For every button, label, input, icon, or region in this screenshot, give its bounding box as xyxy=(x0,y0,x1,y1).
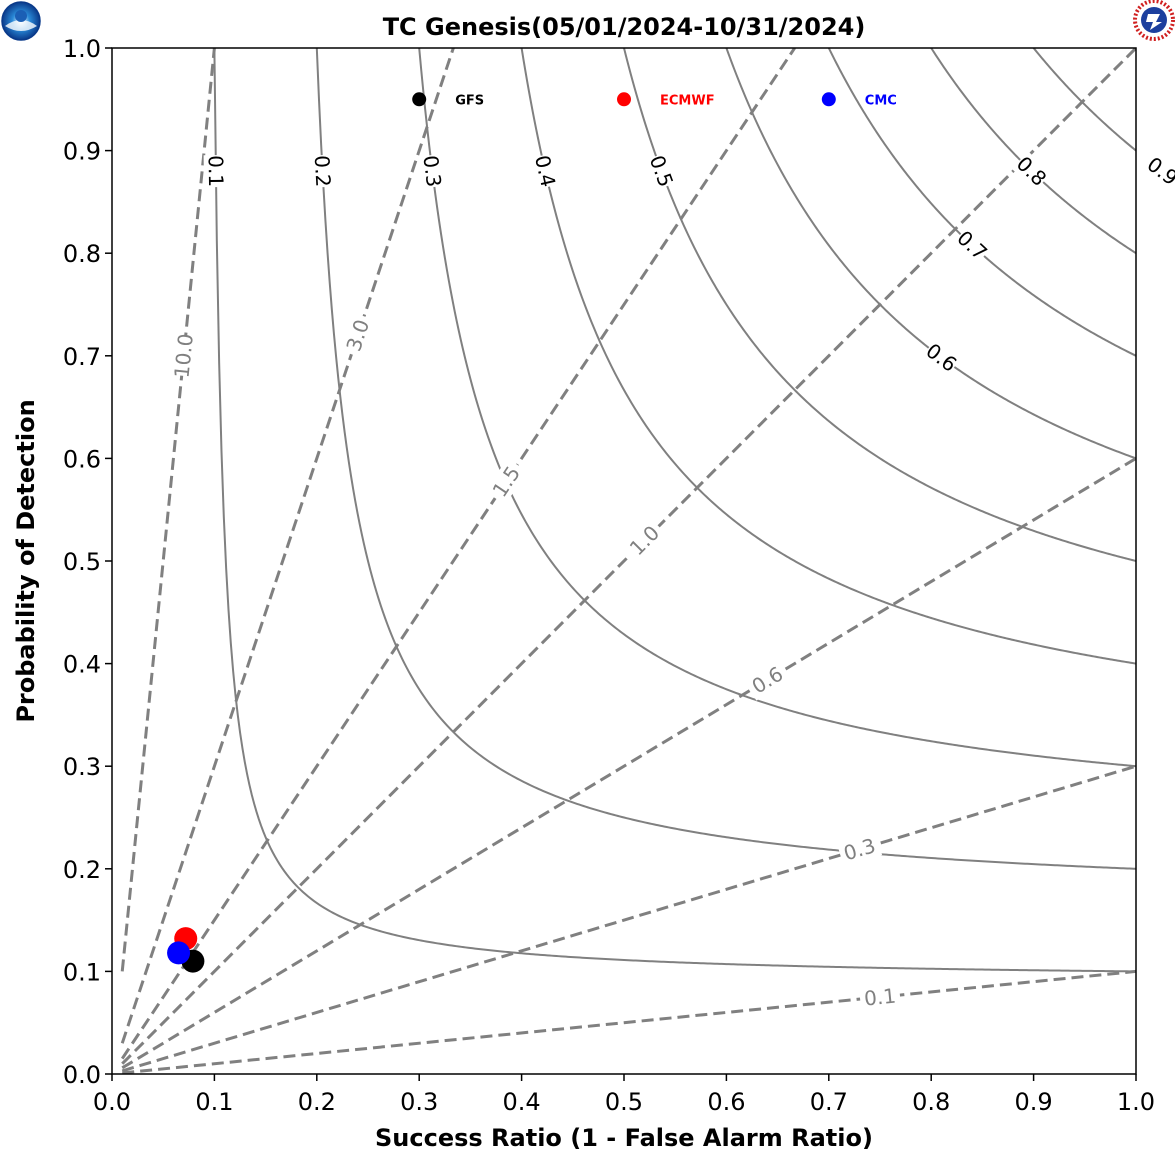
csi-contour-label: 0.5 xyxy=(645,152,679,190)
plot-area: GFS ECMWF CMC xyxy=(120,48,1136,1074)
bias-line-label: 0.1 xyxy=(863,984,897,1011)
csi-contour-label: 0.4 xyxy=(530,153,561,189)
contour-labels: 0.1 0.2 0.3 0.4 0.50.60.70.8 0.910.0 3.01.51.0… xyxy=(170,151,1175,1011)
chart-title: TC Genesis(05/01/2024-10/31/2024) xyxy=(383,13,866,41)
x-tick-label: 0.5 xyxy=(605,1088,643,1116)
bias-line-label: 0.3 xyxy=(841,833,878,865)
x-tick-label: 0.7 xyxy=(810,1088,848,1116)
x-tick-label: 0.1 xyxy=(195,1088,233,1116)
data-points xyxy=(167,927,205,973)
bias-line xyxy=(120,48,796,1060)
x-tick-label: 0.2 xyxy=(298,1088,336,1116)
csi-contour-line xyxy=(315,48,1136,870)
bias-line xyxy=(120,48,455,1044)
csi-contour-line xyxy=(930,48,1136,255)
y-tick-label: 0.1 xyxy=(63,958,101,986)
x-tick-label: 0.6 xyxy=(707,1088,745,1116)
csi-contour-label: 0.6 xyxy=(922,338,962,376)
x-axis: 0.0 0.1 0.2 0.3 0.4 0.5 0.6 0.7 0.8 0.9 1.0 xyxy=(93,1074,1155,1116)
legend-label: ECMWF xyxy=(660,93,715,108)
csi-contour-label: 0.9 xyxy=(1143,152,1175,190)
x-tick-label: 0.0 xyxy=(93,1088,131,1116)
bias-lines xyxy=(120,48,1136,1074)
x-tick-label: 1.0 xyxy=(1117,1088,1155,1116)
x-tick-label: 0.3 xyxy=(400,1088,438,1116)
y-tick-label: 0.5 xyxy=(63,548,101,576)
y-tick-label: 0.0 xyxy=(63,1061,101,1089)
csi-contour-label: 0.1 xyxy=(204,155,228,187)
bias-line xyxy=(122,969,1136,1074)
bias-line xyxy=(121,764,1136,1073)
nws-logo xyxy=(1133,0,1175,41)
csi-contour-line xyxy=(1032,48,1136,152)
csi-contour-label: 0.3 xyxy=(418,154,446,189)
legend-marker xyxy=(821,92,836,107)
csi-contour-line xyxy=(725,48,1136,460)
x-tick-label: 0.8 xyxy=(912,1088,950,1116)
noaa-logo xyxy=(1,1,41,41)
csi-contour-label: 0.2 xyxy=(310,155,336,188)
data-point-cmc xyxy=(167,941,191,965)
y-axis-label: Probability of Detection xyxy=(12,399,40,722)
legend-marker xyxy=(412,92,427,107)
bias-line xyxy=(120,48,216,972)
x-axis-label: Success Ratio (1 - False Alarm Ratio) xyxy=(375,1124,873,1152)
y-tick-label: 0.3 xyxy=(63,753,101,781)
y-axis: 0.0 0.1 0.2 0.3 0.4 0.5 0.6 0.7 0.8 0.9 1.0 xyxy=(63,35,112,1089)
y-tick-label: 0.2 xyxy=(63,856,101,884)
legend-label: GFS xyxy=(455,93,484,108)
csi-contour-line xyxy=(622,48,1136,562)
csi-contour-line xyxy=(213,48,1136,973)
bias-line-label: 10.0 xyxy=(170,332,198,379)
y-tick-label: 0.6 xyxy=(63,445,101,473)
legend-label: CMC xyxy=(865,93,897,108)
x-tick-label: 0.4 xyxy=(503,1088,541,1116)
y-tick-label: 0.8 xyxy=(63,240,101,268)
x-tick-label: 0.9 xyxy=(1015,1088,1053,1116)
legend: GFS ECMWF CMC xyxy=(412,92,897,108)
y-tick-label: 0.4 xyxy=(63,651,101,679)
y-tick-label: 0.7 xyxy=(63,343,101,371)
csi-contour-line xyxy=(418,48,1136,768)
legend-marker xyxy=(617,92,631,107)
y-tick-label: 1.0 xyxy=(63,35,101,63)
bias-line xyxy=(121,48,1136,1065)
csi-contours xyxy=(213,48,1136,973)
csi-contour-line xyxy=(520,48,1136,665)
csi-contour-line xyxy=(827,48,1136,357)
y-tick-label: 0.9 xyxy=(63,138,101,166)
